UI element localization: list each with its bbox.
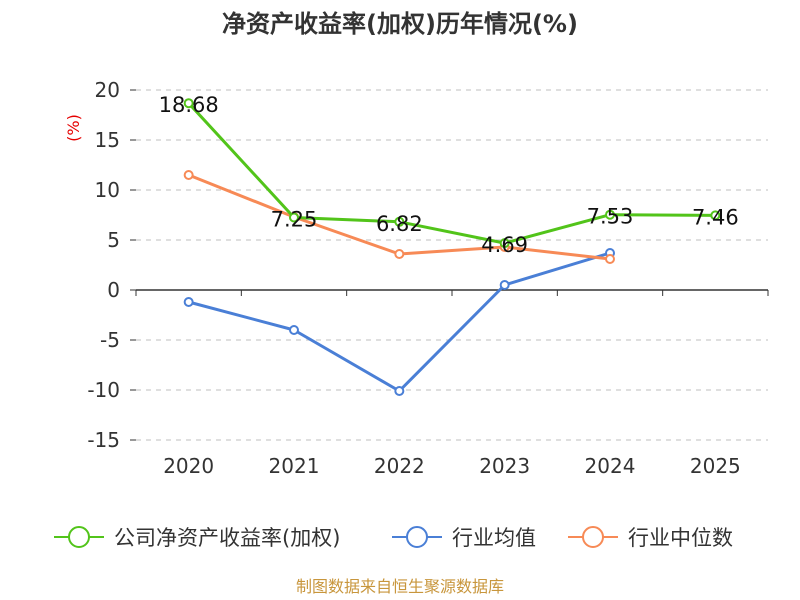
y-tick-label: 0 [107,278,120,302]
y-axis-ticks: 20 15 10 5 0 -5 -10 -15 [87,78,136,452]
data-label: 6.82 [376,212,423,236]
y-tick-label: -15 [87,428,120,452]
legend-label: 公司净资产收益率(加权) [114,526,340,550]
series-line [187,102,716,245]
data-point[interactable] [710,210,721,221]
legend-marker-icon [68,526,90,548]
data-point[interactable] [289,212,299,223]
data-label: 7.53 [587,205,634,229]
x-tick-label: 2025 [690,454,741,478]
data-point[interactable] [605,209,615,220]
data-point[interactable] [499,238,510,249]
data-point[interactable] [394,216,405,227]
series-group [183,98,721,396]
source-note: 制图数据来自恒生聚源数据库 [296,577,504,596]
x-axis [135,289,769,296]
data-point[interactable] [183,170,194,180]
y-tick-label: 15 [95,128,120,152]
legend[interactable]: 公司净资产收益率(加权) 行业均值 行业中位数 [54,526,733,550]
legend-item-1[interactable]: 行业均值 [392,526,536,550]
data-point[interactable] [183,98,194,109]
chart-title: 净资产收益率(加权)历年情况(%) [222,10,578,38]
data-labels: 18.68 7.25 6.82 4.69 7.53 7.46 [159,93,739,257]
x-tick-label: 2022 [374,454,425,478]
legend-label: 行业均值 [452,526,536,550]
legend-item-0[interactable]: 公司净资产收益率(加权) [54,526,340,550]
y-tick-label: 5 [107,228,120,252]
data-point[interactable] [183,297,194,307]
legend-label: 行业中位数 [628,526,733,550]
data-point[interactable] [289,325,299,335]
data-label: 7.25 [271,208,318,232]
data-point[interactable] [394,249,405,259]
series-line [188,251,611,393]
data-label: 7.46 [692,205,739,229]
x-tick-label: 2024 [585,454,636,478]
gridlines [136,89,768,441]
legend-marker-icon [406,526,428,548]
legend-item-2[interactable]: 行业中位数 [568,526,733,550]
series-0 [183,98,721,249]
data-label: 18.68 [159,93,219,117]
x-axis-ticks: 2020 2021 2022 2023 2024 2025 [163,454,741,478]
data-point[interactable] [499,280,510,290]
x-tick-label: 2021 [269,454,320,478]
y-tick-label: 20 [95,78,120,102]
data-point[interactable] [394,386,405,396]
y-tick-label: 10 [95,178,120,202]
x-tick-label: 2020 [163,454,214,478]
y-tick-label: -5 [100,328,120,352]
y-tick-label: -10 [87,378,120,402]
series-1 [183,248,615,396]
y-axis-label: (%) [64,114,83,142]
legend-marker-icon [582,526,604,548]
x-tick-label: 2023 [479,454,530,478]
data-point[interactable] [605,254,615,264]
data-label: 4.69 [481,233,528,257]
